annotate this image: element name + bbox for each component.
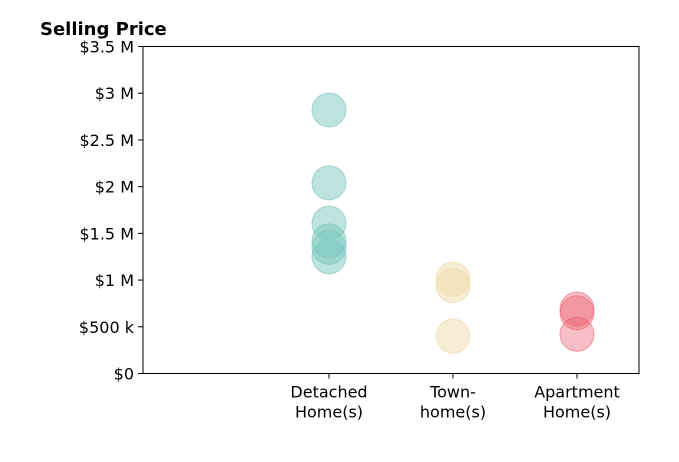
x-axis: Detached Home(s)Town-home(s)Apartment Home… bbox=[290, 373, 620, 422]
y-tick-label: $3.5 M bbox=[79, 38, 134, 57]
y-tick-label: $1.5 M bbox=[79, 224, 134, 243]
data-point bbox=[311, 239, 347, 275]
data-point bbox=[559, 316, 595, 352]
y-tick-label: $2 M bbox=[95, 178, 134, 197]
x-tick-label-line: Home(s) bbox=[295, 403, 363, 422]
plot-area-frame bbox=[142, 46, 640, 374]
y-tick-label: $0 bbox=[114, 365, 134, 384]
x-tick-label-line: Detached bbox=[290, 383, 367, 402]
x-tick-label-line: Home(s) bbox=[543, 403, 611, 422]
y-axis: $0 $500 k $1 M $1.5 M $2 M $2.5 M $3 M $3.5 M bbox=[79, 38, 143, 384]
x-tick-label: Apartment Home(s) bbox=[534, 383, 620, 422]
y-tick-label: $3 M bbox=[95, 84, 134, 103]
x-tick-label: Town-home(s) bbox=[420, 383, 486, 422]
chart-title: Selling Price bbox=[40, 19, 167, 40]
data-point bbox=[311, 165, 347, 201]
y-tick-label: $2.5 M bbox=[79, 131, 134, 150]
x-tick-label-line: home(s) bbox=[420, 403, 486, 422]
data-point bbox=[559, 295, 595, 331]
data-point bbox=[435, 318, 471, 354]
data-point bbox=[311, 92, 347, 128]
y-tick-label: $1 M bbox=[95, 271, 134, 290]
y-tick-label: $500 k bbox=[79, 318, 135, 337]
data-points bbox=[311, 92, 595, 354]
x-tick-label-line: Town- bbox=[429, 383, 476, 402]
x-tick-label: Detached Home(s) bbox=[290, 383, 367, 422]
data-point bbox=[435, 268, 471, 304]
x-tick-label-line: Apartment bbox=[534, 383, 620, 402]
